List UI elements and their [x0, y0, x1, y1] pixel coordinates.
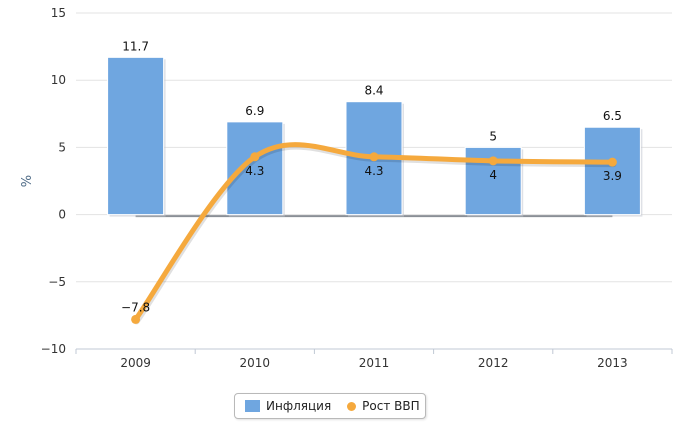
bar-label: 6.9 — [245, 104, 264, 118]
chart: 15 10 5 0 −5 −10 2009 2010 2011 2012 2013 11.7 6.9… — [20, 6, 673, 370]
line-point — [607, 157, 617, 167]
line-label: −7.8 — [121, 300, 150, 314]
x-tick-label: 2009 — [120, 356, 151, 370]
bar-label: 5 — [489, 129, 497, 143]
y-axis: 15 10 5 0 −5 −10 — [41, 6, 66, 356]
data-labels: 11.7 6.9 8.4 5 6.5 −7.8 4.3 4.3 4 3.9 — [121, 39, 622, 314]
x-tick-label: 2012 — [478, 356, 509, 370]
line-label: 4.3 — [364, 164, 383, 178]
y-tick-label: 5 — [58, 140, 66, 154]
legend-label-gdp: Рост ВВП — [362, 399, 420, 413]
y-tick-label: −5 — [48, 275, 66, 289]
bar — [226, 121, 284, 216]
x-tick-label: 2010 — [240, 356, 271, 370]
legend-label-inflation: Инфляция — [266, 399, 332, 413]
y-tick-label: 0 — [58, 208, 66, 222]
y-tick-label: −10 — [41, 342, 66, 356]
bar-label: 6.5 — [603, 109, 622, 123]
line-point — [369, 152, 379, 162]
y-tick-label: 15 — [51, 6, 66, 20]
line-point — [131, 314, 141, 324]
line-point — [488, 156, 498, 166]
bar — [583, 126, 641, 216]
line-series — [131, 142, 617, 325]
legend-marker-gdp — [347, 401, 357, 411]
series-line — [133, 142, 615, 322]
x-tick-label: 2013 — [597, 356, 628, 370]
line-label: 4.3 — [245, 164, 264, 178]
line-point — [250, 152, 260, 162]
bar-label: 11.7 — [122, 39, 149, 53]
y-axis-title: % — [20, 175, 35, 187]
x-tick-label: 2011 — [359, 356, 390, 370]
line-label: 3.9 — [603, 169, 622, 183]
x-axis: 2009 2010 2011 2012 2013 — [75, 348, 673, 370]
legend-item-gdp[interactable]: Рост ВВП — [347, 399, 420, 413]
y-tick-label: 10 — [51, 73, 66, 87]
bar-label: 8.4 — [364, 84, 383, 98]
bar-series — [107, 56, 643, 217]
legend-item-inflation[interactable]: Инфляция — [245, 399, 331, 413]
legend-swatch-inflation — [245, 400, 260, 412]
legend: Инфляция Рост ВВП — [234, 393, 426, 419]
line-label: 4 — [489, 168, 497, 182]
bar — [107, 56, 165, 216]
